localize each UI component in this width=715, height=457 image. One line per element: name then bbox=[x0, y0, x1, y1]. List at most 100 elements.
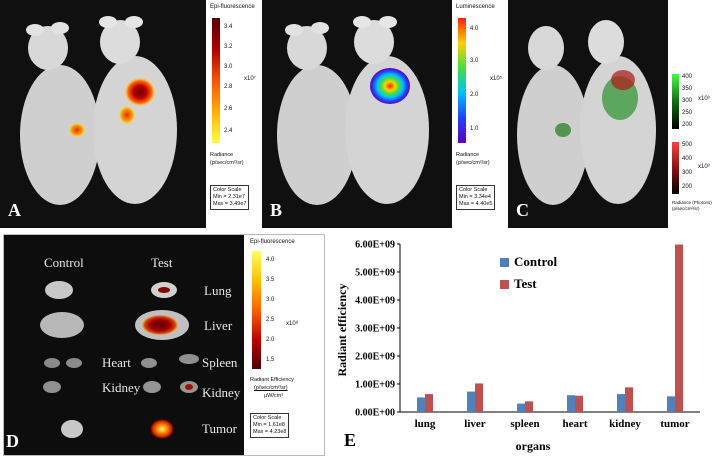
cs-min: Min = 2.31e7 bbox=[213, 194, 245, 200]
organ-label-heart: Heart bbox=[102, 355, 131, 370]
panel-a: A Epi-fluorescence 3.4 3.2 3.0 2.8 2.6 2… bbox=[0, 0, 258, 228]
tick-label: 3.0 bbox=[266, 297, 275, 303]
bar-control-tumor bbox=[667, 396, 675, 412]
scale-exponent: x10⁸ bbox=[286, 321, 299, 327]
cs-max: Max = 4.40e5 bbox=[459, 201, 493, 207]
panel-b-mice-svg bbox=[277, 16, 429, 205]
color-scale-box: Color Scale Min = 2.31e7 Max = 3.49e7 bbox=[210, 185, 250, 210]
tick-label: 350 bbox=[682, 86, 693, 92]
tick-label: 300 bbox=[682, 98, 693, 104]
mouse-right-head bbox=[100, 20, 140, 64]
organ-control-kidney bbox=[43, 381, 61, 393]
panel-c-mouse-image: C bbox=[508, 0, 668, 228]
tick-label: 3.5 bbox=[266, 277, 275, 283]
organ-label-spleen: Spleen bbox=[202, 355, 238, 370]
organ-test-spleen bbox=[179, 354, 199, 364]
tick-label: 2.0 bbox=[470, 92, 479, 98]
cs-title: Color Scale bbox=[253, 415, 282, 421]
x-tick-label: heart bbox=[562, 418, 587, 430]
cs-max: Max = 3.49e7 bbox=[213, 201, 247, 207]
bar-control-liver bbox=[467, 391, 475, 412]
mouse-right-head bbox=[588, 20, 624, 64]
overlay-spot-red bbox=[611, 70, 635, 90]
tick-label: 2.4 bbox=[224, 128, 233, 134]
signal-spot-control bbox=[69, 123, 85, 137]
scale-title: Epi-fluorescence bbox=[210, 4, 255, 10]
scale-exponent: x10⁵ bbox=[490, 76, 503, 82]
signal-spot-secondary bbox=[119, 106, 135, 124]
panel-d: Control Test Lung Liver Heart Spleen Kid… bbox=[3, 234, 325, 456]
y-tick-label: 6.00E+09 bbox=[355, 240, 395, 251]
legend-label-control: Control bbox=[514, 254, 557, 269]
bar-test-lung bbox=[425, 394, 433, 412]
scale-exponent: x10³ bbox=[698, 96, 710, 102]
bar-control-spleen bbox=[517, 403, 525, 412]
y-tick-label: 2.00E+09 bbox=[355, 352, 395, 363]
panel-e-letter: E bbox=[344, 430, 356, 450]
panel-a-mouse-image: A bbox=[0, 0, 206, 228]
tick-label: 2.6 bbox=[224, 106, 233, 112]
organ-test-kidney bbox=[143, 381, 161, 393]
signal-spot-tumor bbox=[125, 78, 155, 106]
x-tick-label: tumor bbox=[660, 418, 689, 430]
organ-label-liver: Liver bbox=[204, 318, 233, 333]
mouse-right-body bbox=[93, 56, 177, 204]
tick-label: 3.0 bbox=[470, 58, 479, 64]
tick-label: 250 bbox=[682, 110, 693, 116]
colorbar bbox=[212, 18, 220, 143]
tick-label: 300 bbox=[682, 170, 693, 176]
tick-label: 200 bbox=[682, 184, 693, 190]
scale-unit: (p/sec/cm²/sr) bbox=[456, 160, 490, 166]
x-tick-label: spleen bbox=[510, 418, 539, 430]
legend-label-test: Test bbox=[514, 276, 537, 291]
column-label-test: Test bbox=[151, 255, 173, 270]
bar-control-kidney bbox=[617, 394, 625, 412]
bar-test-liver bbox=[475, 383, 483, 412]
mouse-left-body bbox=[20, 65, 100, 205]
y-axis-label: Radiant efficiency bbox=[335, 284, 349, 377]
cs-min: Min = 1.61e8 bbox=[253, 422, 285, 428]
y-tick-label: 5.00E+09 bbox=[355, 268, 395, 279]
bar-test-heart bbox=[575, 395, 583, 412]
panel-a-color-scale: Epi-fluorescence 3.4 3.2 3.0 2.8 2.6 2.4… bbox=[208, 0, 258, 228]
cs-min: Min = 3.34e4 bbox=[459, 194, 491, 200]
bar-test-kidney bbox=[625, 387, 633, 412]
scale-unit-label: Radiance bbox=[456, 152, 480, 158]
tick-label: 1.0 bbox=[470, 126, 479, 132]
panel-a-mice-svg bbox=[20, 16, 177, 205]
panel-c-mice-svg bbox=[517, 20, 656, 205]
panel-e-bar-chart: 0.00E+00 1.00E+09 2.00E+09 3.00E+09 4.00E+09… bbox=[335, 240, 700, 453]
luminescence-signal bbox=[370, 68, 410, 104]
tick-label: 2.8 bbox=[224, 84, 233, 90]
panel-c: C 400 350 300 250 200 x10³ 500 400 300 2… bbox=[508, 0, 715, 228]
legend-swatch-control bbox=[500, 258, 509, 267]
scale-unit-label: Radiance bbox=[210, 152, 234, 158]
x-tick-label: kidney bbox=[609, 418, 641, 430]
panel-d-letter: D bbox=[6, 431, 19, 451]
organ-test-heart bbox=[141, 358, 157, 368]
y-tick-label: 0.00E+00 bbox=[355, 408, 395, 419]
panel-b-color-scale: Luminescence 4.0 3.0 2.0 1.0 x10⁵ Radian… bbox=[454, 0, 507, 228]
panel-d-organs-svg bbox=[40, 281, 199, 439]
overlay-spot-control bbox=[555, 123, 571, 137]
colorbar-green bbox=[672, 74, 679, 129]
bar-test-tumor bbox=[675, 244, 683, 412]
mouse-left-head bbox=[28, 26, 68, 70]
panel-d-organ-image: Control Test Lung Liver Heart Spleen Kid… bbox=[4, 235, 244, 455]
colorbar bbox=[458, 18, 466, 143]
tick-label: 4.0 bbox=[470, 26, 479, 32]
scale-title: Luminescence bbox=[456, 4, 495, 10]
panel-a-letter: A bbox=[8, 200, 21, 220]
organ-test-tumor bbox=[150, 419, 174, 439]
panel-b: B Luminescence 4.0 3.0 2.0 1.0 x10⁵ Radi… bbox=[262, 0, 507, 228]
y-tick-label: 3.00E+09 bbox=[355, 324, 395, 335]
tick-label: 2.5 bbox=[266, 317, 275, 323]
organ-label-tumor: Tumor bbox=[202, 421, 237, 436]
scale-unit-label: Radiant Efficiency bbox=[250, 377, 294, 383]
tick-label: 3.0 bbox=[224, 64, 233, 70]
tick-label: 500 bbox=[682, 142, 693, 148]
organ-label-lung: Lung bbox=[204, 283, 232, 298]
scale-unit: (p/sec/cm²/sr) bbox=[210, 160, 244, 166]
bar-control-lung bbox=[417, 397, 425, 412]
tick-label: 3.2 bbox=[224, 44, 233, 50]
